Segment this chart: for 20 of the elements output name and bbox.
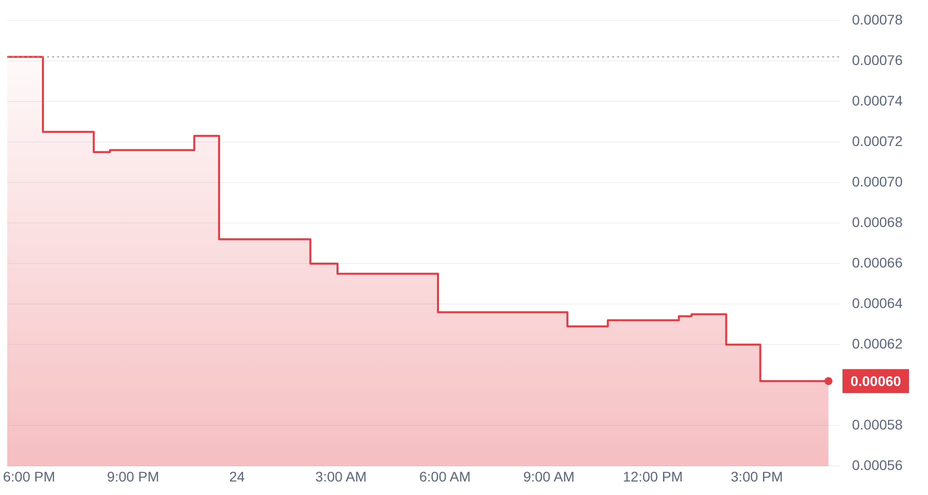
x-tick-label: 3:00 PM <box>730 468 783 484</box>
y-tick-label: 0.00074 <box>852 92 903 108</box>
y-tick-label: 0.00058 <box>852 416 903 433</box>
x-tick-label: 24 <box>229 468 245 484</box>
x-tick-label: 3:00 AM <box>315 468 367 484</box>
y-tick-label: 0.00066 <box>852 254 903 270</box>
y-tick-label: 0.00076 <box>852 52 903 68</box>
y-tick-label: 0.00062 <box>852 335 903 352</box>
y-tick-label: 0.00068 <box>852 214 903 230</box>
annotation: 0.00060 <box>850 372 902 389</box>
x-tick-label: 6:00 PM <box>3 468 56 484</box>
y-tick-label: 0.00072 <box>852 132 903 149</box>
x-tick-label: 12:00 PM <box>622 468 683 484</box>
x-tick-label: 9:00 AM <box>523 468 575 484</box>
y-tick-label: 0.00070 <box>852 173 903 190</box>
y-tick-label: 0.00078 <box>852 11 903 28</box>
x-tick-label: 6:00 AM <box>419 468 471 484</box>
y-tick-label: 0.00056 <box>852 457 903 474</box>
y-tick-label: 0.00064 <box>852 294 903 311</box>
x-tick-label: 9:00 PM <box>106 468 160 484</box>
